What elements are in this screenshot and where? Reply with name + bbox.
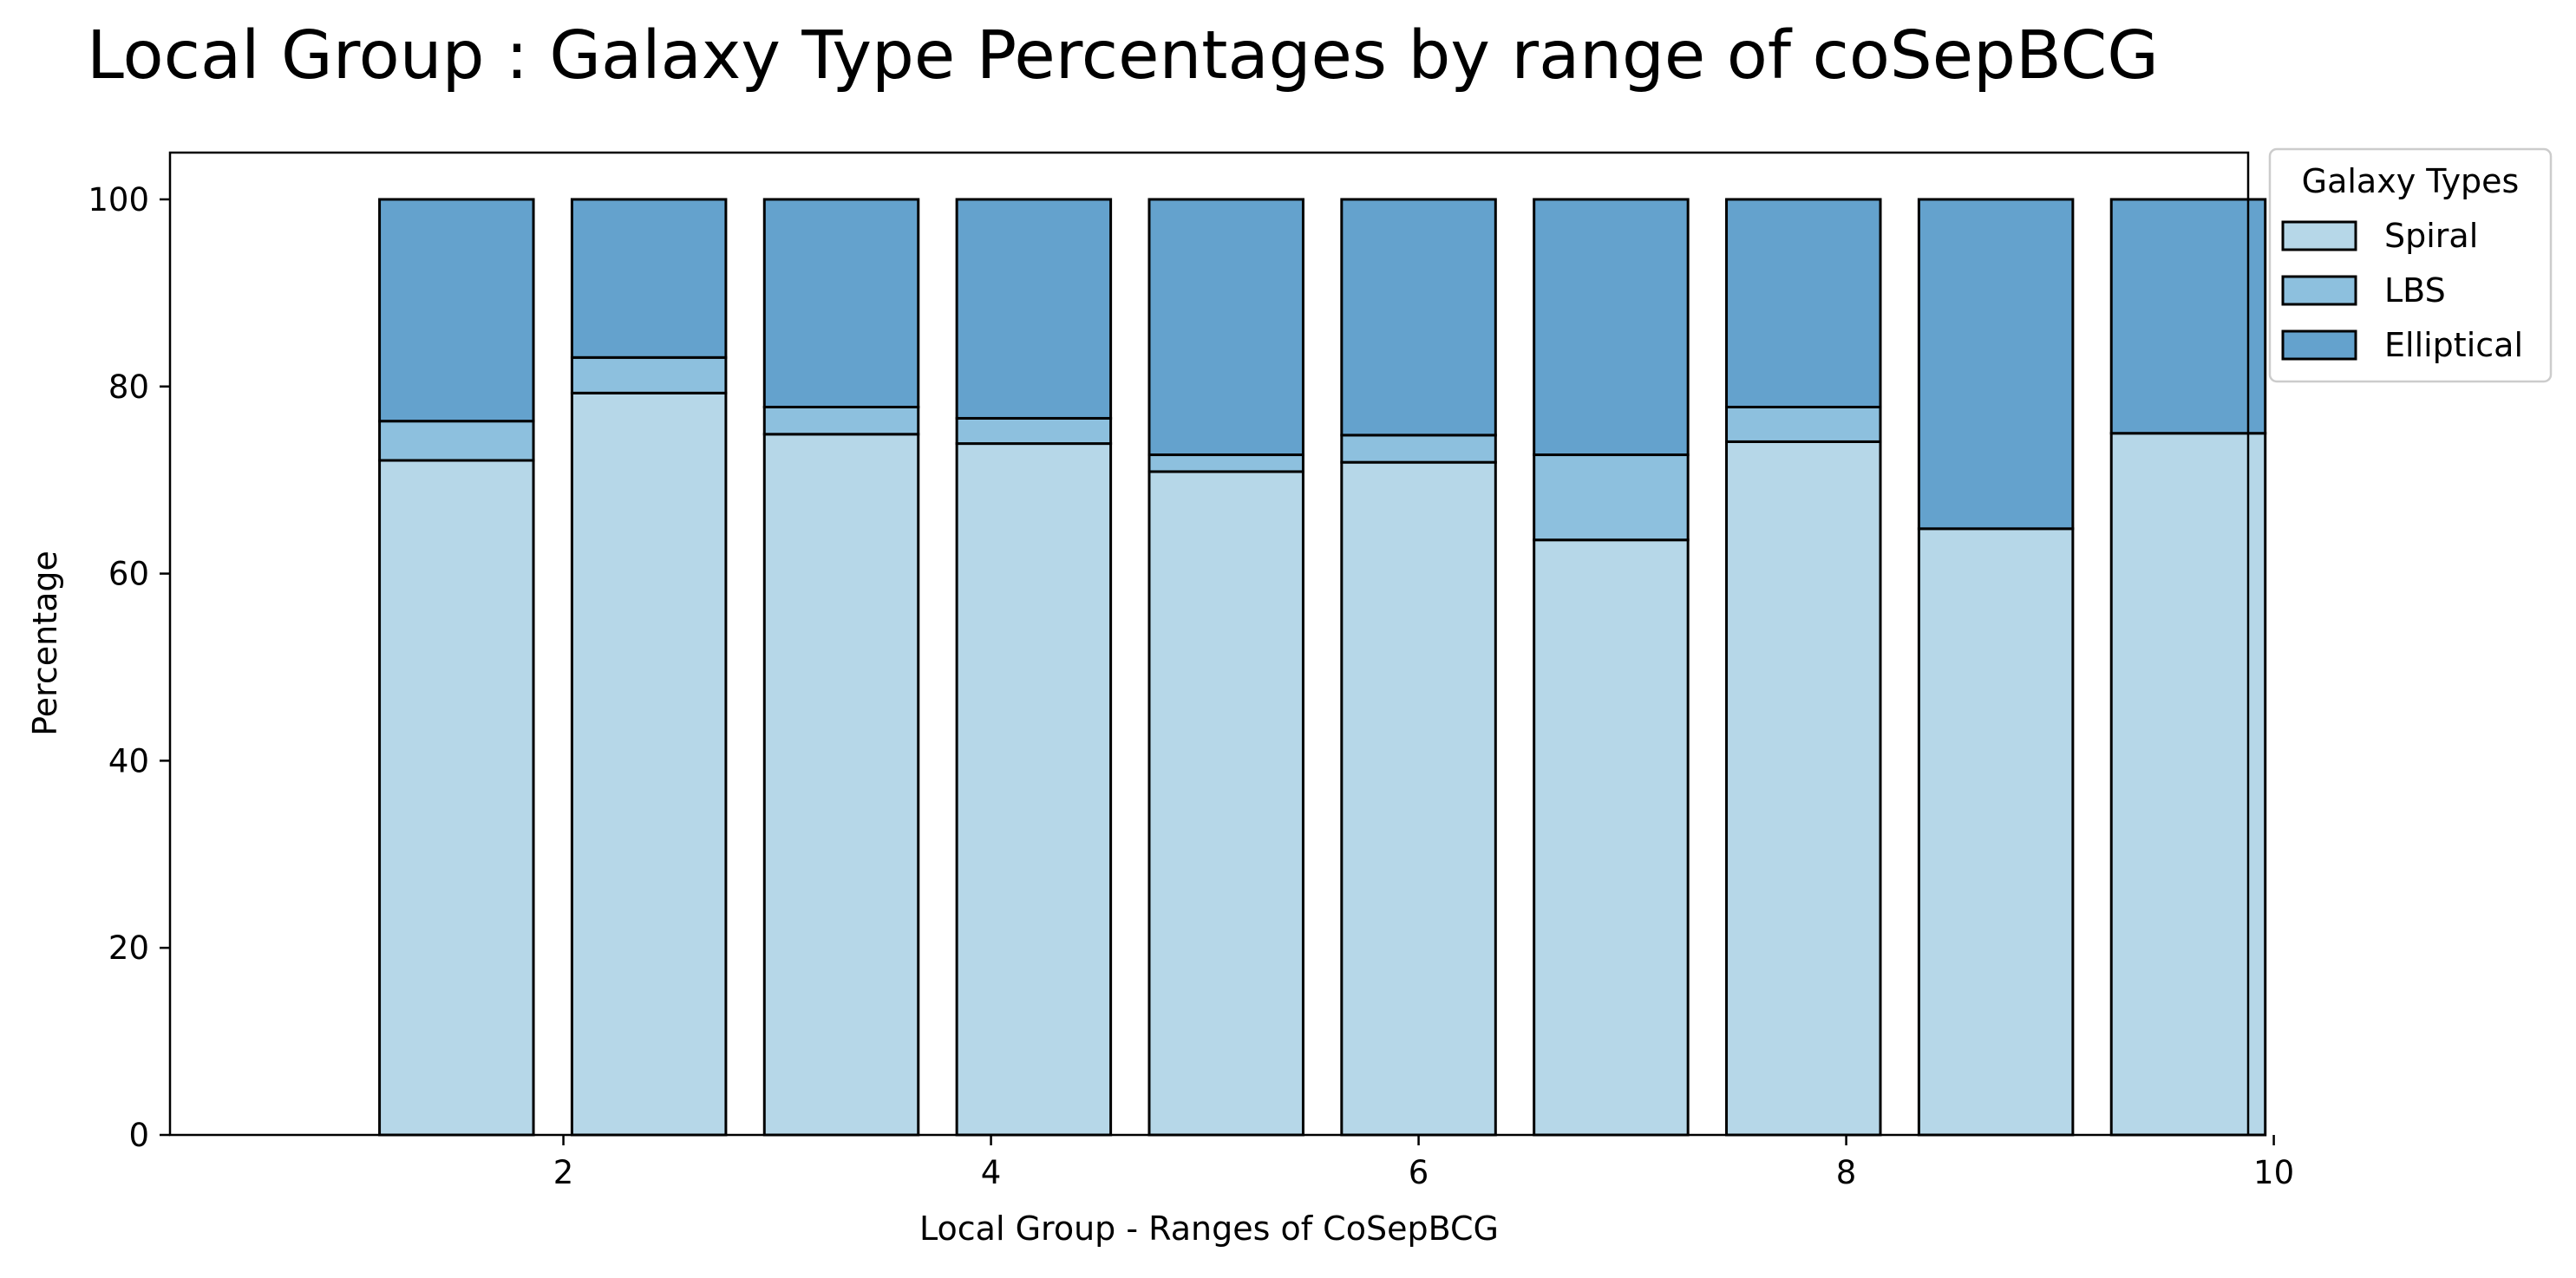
y-tick-label: 0: [128, 1117, 149, 1154]
legend-swatch-elliptical: [2281, 329, 2357, 361]
bar-lbs-8: [1725, 406, 1882, 443]
bar-elliptical-6: [1340, 198, 1497, 437]
legend-swatch-lbs: [2281, 275, 2357, 306]
bar-spiral-2: [570, 391, 728, 1137]
bar-spiral-3: [762, 433, 920, 1137]
plot-frame: [168, 151, 2250, 1137]
bar-spiral-8: [1725, 440, 1882, 1137]
legend-swatch-spiral: [2281, 220, 2357, 251]
x-axis: 2 4 6 8 10: [553, 1135, 2294, 1191]
bar-elliptical-7: [1533, 198, 1690, 457]
y-tick-label: 40: [108, 742, 149, 779]
bar-spiral-7: [1533, 538, 1690, 1137]
bar-elliptical-1: [378, 198, 535, 423]
x-tick-label: 10: [2253, 1154, 2294, 1191]
x-tick-label: 8: [1836, 1154, 1857, 1191]
legend-label-elliptical: Elliptical: [2384, 326, 2523, 364]
bar-spiral-6: [1340, 460, 1497, 1137]
legend-title: Galaxy Types: [2302, 162, 2520, 200]
bar-lbs-1: [378, 420, 535, 462]
bar-elliptical-8: [1725, 198, 1882, 409]
bar-elliptical-3: [762, 198, 920, 409]
bar-lbs-2: [570, 355, 728, 394]
bar-spiral-10: [2109, 432, 2267, 1137]
legend-frame: [2268, 147, 2553, 383]
legend-label-spiral: Spiral: [2384, 217, 2478, 255]
legend: Galaxy Types Spiral LBS Elliptical: [2268, 147, 2553, 383]
bars-layer: [378, 198, 2267, 1137]
bar-lbs-7: [1533, 453, 1690, 542]
y-tick-label: 20: [108, 929, 149, 967]
bar-lbs-5: [1147, 453, 1304, 473]
y-axis-label: Percentage: [26, 551, 64, 736]
y-tick-label: 60: [108, 556, 149, 593]
y-tick-label: 80: [108, 368, 149, 406]
chart-title: Local Group : Galaxy Type Percentages by…: [87, 17, 2159, 95]
bar-elliptical-2: [570, 198, 728, 359]
y-axis: 0 20 40 60 80 100: [88, 181, 170, 1154]
bar-spiral-1: [378, 459, 535, 1137]
legend-label-lbs: LBS: [2384, 271, 2446, 310]
bar-lbs-4: [955, 416, 1113, 446]
bar-elliptical-4: [955, 198, 1113, 420]
bar-spiral-4: [955, 442, 1113, 1137]
bar-elliptical-5: [1147, 198, 1304, 457]
bar-elliptical-9: [1917, 198, 2075, 531]
x-tick-label: 6: [1409, 1154, 1429, 1191]
x-tick-label: 2: [553, 1154, 574, 1191]
x-axis-label: Local Group - Ranges of CoSepBCG: [919, 1210, 1499, 1248]
bar-lbs-6: [1340, 434, 1497, 464]
x-tick-label: 4: [981, 1154, 1002, 1191]
bar-spiral-5: [1147, 470, 1304, 1137]
bar-elliptical-10: [2109, 198, 2267, 435]
bar-lbs-3: [762, 406, 920, 436]
bar-spiral-9: [1917, 527, 2075, 1137]
y-tick-label: 100: [88, 181, 149, 218]
